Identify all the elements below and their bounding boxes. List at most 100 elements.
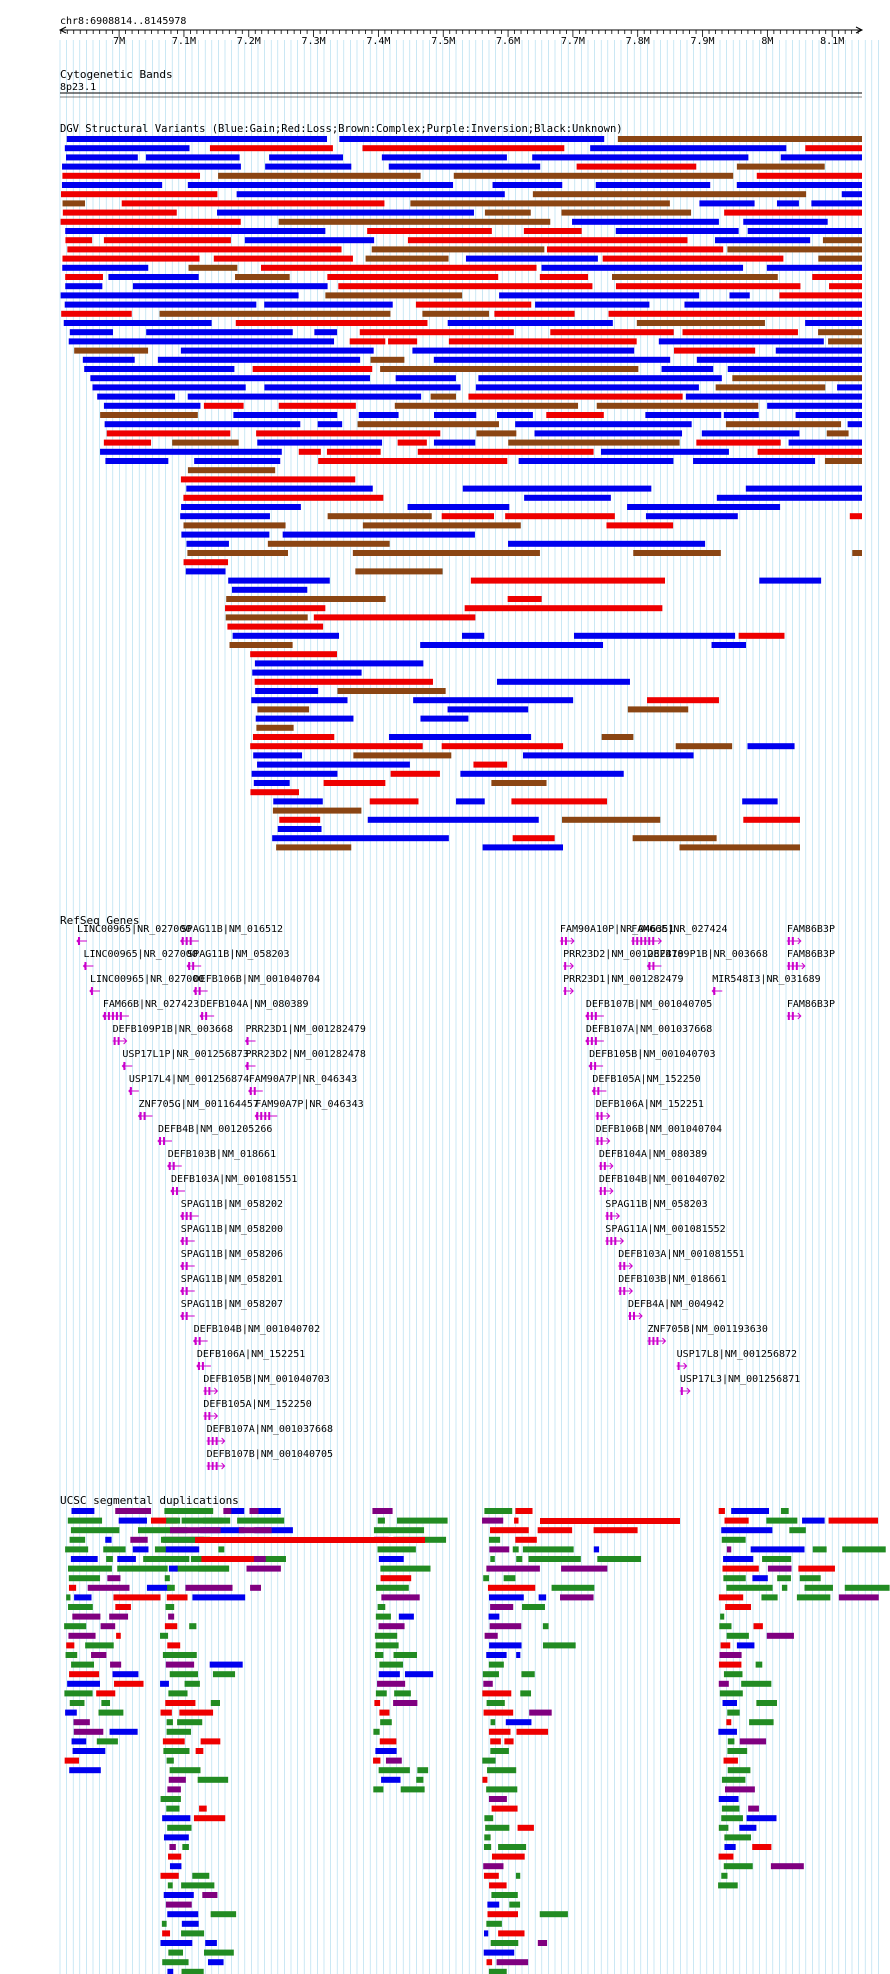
- segdup-bar: [67, 1517, 103, 1524]
- segdup-bar: [718, 1508, 725, 1514]
- segdup-bar: [373, 1527, 425, 1534]
- dgv-variant-bar: [264, 301, 393, 308]
- ruler-tick-label: 7.1M: [172, 36, 196, 47]
- dgv-variant-bar: [522, 752, 694, 759]
- dgv-variant-bar: [250, 789, 299, 796]
- gene-exon: [185, 1237, 188, 1245]
- dgv-variant-bar: [415, 301, 532, 308]
- dgv-variant-bar: [518, 458, 674, 464]
- dgv-variant-bar: [325, 292, 463, 299]
- dgv-variant-bar: [511, 798, 608, 805]
- dgv-variant-bar: [756, 172, 862, 179]
- dgv-variant-bar: [236, 191, 505, 198]
- dgv-variant-bar: [780, 154, 862, 161]
- dgv-variant-bar: [278, 218, 551, 225]
- gene-label: DEFB105A|NM_152250: [592, 1074, 700, 1085]
- segdup-bar: [482, 1757, 496, 1764]
- gene-exon: [189, 1212, 192, 1220]
- gene-label: DEFB107B|NM_001040705: [586, 999, 712, 1010]
- gene-label: FAM86B3P: [787, 924, 835, 935]
- gene-exon: [208, 1412, 211, 1420]
- gene-exon: [163, 1137, 166, 1145]
- gene-label: SPAG11B|NM_058203: [187, 949, 289, 960]
- dgv-variant-bar: [209, 145, 333, 152]
- dgv-variant-bar: [745, 485, 862, 492]
- dgv-variant-bar: [818, 255, 862, 262]
- segdup-bar: [489, 1882, 507, 1889]
- segdup-bar: [69, 1536, 86, 1543]
- dgv-variant-bar: [535, 301, 650, 308]
- gene-label: SPAG11B|NM_058206: [181, 1249, 283, 1260]
- segdup-bar: [65, 1709, 77, 1716]
- strand-minus-arrow: [186, 962, 191, 970]
- segdup-bar: [116, 1632, 121, 1639]
- segdup-bar: [373, 1757, 381, 1764]
- segdup-bar: [393, 1700, 418, 1706]
- dgv-variant-bar: [433, 412, 477, 418]
- segdup-bar: [482, 1671, 499, 1678]
- segdup-bar: [181, 1882, 215, 1889]
- gene-exon: [652, 962, 655, 970]
- dgv-variant-bar: [826, 430, 849, 437]
- dgv-variant-bar: [696, 356, 862, 363]
- dgv-variant-bar: [805, 320, 862, 326]
- gene-exon: [194, 1337, 197, 1345]
- segdup-bar: [515, 1536, 537, 1543]
- gene-exon: [632, 937, 635, 945]
- gene-exon: [189, 937, 192, 945]
- dgv-variant-bar: [812, 274, 862, 280]
- segdup-bar: [160, 1796, 181, 1802]
- dgv-variant-bar: [226, 596, 386, 602]
- dgv-variant-bar: [353, 752, 452, 759]
- gene-exon: [640, 937, 643, 945]
- dgv-variant-bar: [251, 770, 338, 777]
- segdup-bar: [87, 1584, 130, 1591]
- dgv-variant-bar: [362, 145, 565, 152]
- segdup-bar: [483, 1575, 490, 1582]
- segdup-bar: [752, 1844, 772, 1850]
- gene-exon: [215, 1462, 218, 1470]
- segdup-bar: [112, 1671, 139, 1678]
- segdup-bar: [160, 1536, 211, 1543]
- segdup-bar: [482, 1517, 504, 1524]
- dgv-variant-bar: [470, 577, 665, 584]
- gene-label: FAM86B3P: [787, 949, 835, 960]
- segdup-bar: [218, 1546, 225, 1553]
- strand-minus-arrow: [192, 1337, 198, 1345]
- dgv-variant-bar: [508, 439, 680, 446]
- segdup-bar: [167, 1911, 199, 1918]
- segdup-bar: [373, 1728, 380, 1735]
- segdup-bar: [374, 1632, 398, 1639]
- segdup-bar: [64, 1623, 87, 1630]
- segdup-bar: [723, 1556, 754, 1562]
- dgv-variant-bar: [279, 816, 321, 823]
- segdup-bar: [727, 1767, 751, 1774]
- gene-exon: [192, 962, 195, 970]
- dgv-variant-bar: [788, 439, 862, 446]
- dgv-variant-bar: [576, 163, 697, 170]
- segdup-bar: [812, 1546, 827, 1553]
- segdup-bar: [265, 1556, 286, 1562]
- dgv-variant-bar: [723, 412, 759, 418]
- dgv-variant-bar: [255, 688, 319, 694]
- segdup-bar: [400, 1786, 425, 1793]
- gene-exon: [256, 1112, 259, 1120]
- gene-exon: [614, 1237, 617, 1245]
- dgv-variant-bar: [380, 366, 639, 372]
- dgv-variant-bar: [65, 283, 103, 290]
- dgv-variant-bar: [317, 421, 343, 428]
- gene-exon: [207, 1462, 210, 1470]
- dgv-variant-bar: [84, 366, 235, 372]
- dgv-variant-bar: [213, 255, 353, 262]
- segdup-bar: [169, 1767, 201, 1774]
- dgv-variant-bar: [647, 697, 719, 704]
- gene-exon: [181, 1312, 184, 1320]
- gene-exon: [253, 1087, 256, 1095]
- gene-exon: [713, 987, 716, 995]
- gene-label: DEFB105A|NM_152250: [203, 1399, 311, 1410]
- dgv-track-title: DGV Structural Variants (Blue:Gain;Red:L…: [60, 123, 623, 135]
- segdup-bar: [505, 1719, 532, 1726]
- gene-exon: [113, 1037, 116, 1045]
- dgv-variant-bar: [132, 283, 328, 290]
- segdup-bar: [98, 1709, 124, 1716]
